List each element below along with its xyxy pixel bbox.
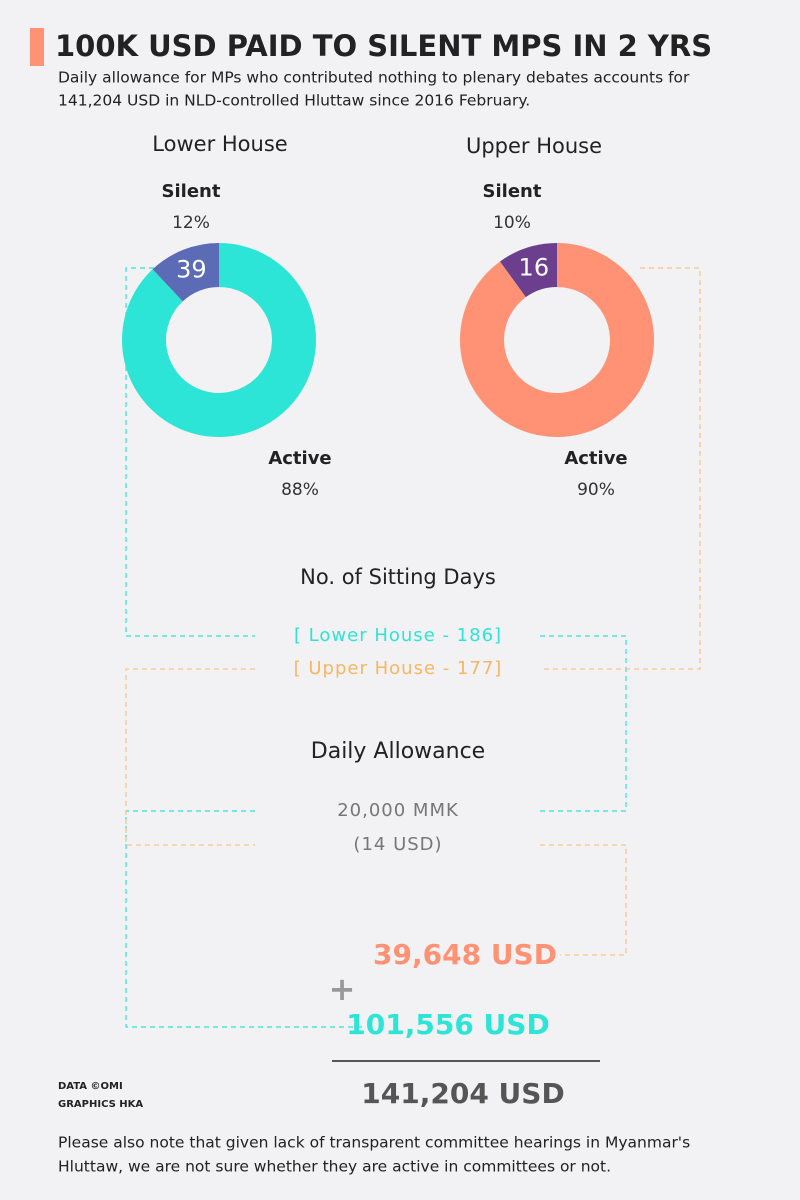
value-label: 88%: [281, 480, 319, 500]
connector: [540, 635, 627, 812]
value-label: 12%: [172, 213, 210, 233]
segment-count: 39: [176, 255, 207, 283]
heading: Daily Allowance: [311, 739, 485, 764]
upper-days: [ Upper House - 177]: [294, 658, 503, 679]
category-label: Silent: [162, 181, 221, 202]
connector: [125, 810, 365, 1028]
segment-count: 16: [519, 254, 550, 282]
title-bar: [30, 28, 44, 66]
donut-segment: [499, 243, 557, 298]
subtitle: Daily allowance for MPs who contributed …: [58, 69, 690, 87]
subtitle: 141,204 USD in NLD-controlled Hluttaw si…: [58, 92, 530, 110]
title: 100K USD PAID TO SILENT MPS IN 2 YRS: [55, 29, 712, 63]
connector: [540, 844, 627, 956]
category-label: Active: [564, 448, 627, 469]
total-upper: 39,648 USD: [373, 938, 557, 971]
donut-segment: [152, 243, 219, 302]
chart-title: Lower House: [152, 132, 287, 156]
chart-title: Upper House: [466, 134, 602, 158]
allowance-mmk: 20,000 MMK: [337, 800, 459, 821]
note: Hluttaw, we are not sure whether they ar…: [58, 1158, 611, 1176]
credit: DATA ©OMI: [58, 1081, 123, 1092]
connector: [125, 668, 255, 846]
allowance-usd: (14 USD): [353, 834, 442, 855]
connector: [540, 267, 701, 670]
lower-days: [ Lower House - 186]: [294, 625, 502, 646]
plus: +: [329, 970, 356, 1008]
value-label: 90%: [577, 480, 615, 500]
total-sum: 141,204 USD: [361, 1077, 564, 1110]
credit: GRAPHICS HKA: [58, 1099, 143, 1110]
heading: No. of Sitting Days: [300, 565, 496, 589]
category-label: Active: [268, 448, 331, 469]
value-label: 10%: [493, 213, 531, 233]
total-lower: 101,556 USD: [346, 1008, 549, 1041]
note: Please also note that given lack of tran…: [58, 1134, 690, 1152]
donut-segment: [121, 243, 316, 438]
category-label: Silent: [483, 181, 542, 202]
donut-segment: [460, 243, 654, 437]
